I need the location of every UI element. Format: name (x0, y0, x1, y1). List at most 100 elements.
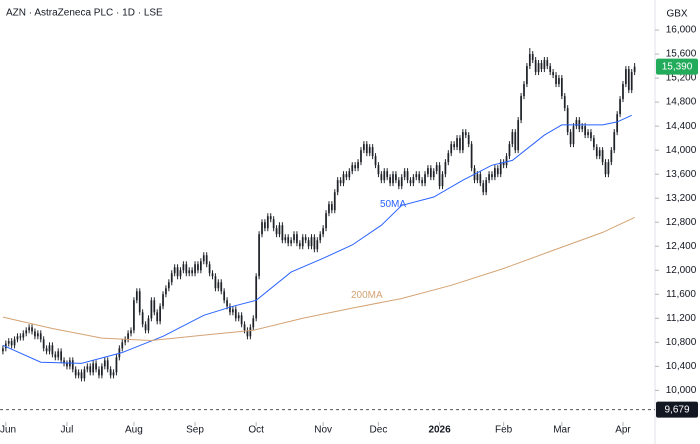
candle-body (424, 174, 426, 184)
x-tick-label: Feb (495, 425, 513, 436)
candle-body (453, 144, 456, 148)
candle-body (133, 300, 135, 331)
candle-body (34, 331, 36, 337)
candle-body (470, 144, 473, 169)
candle-body (229, 306, 231, 313)
x-tick-label: Mar (553, 425, 571, 436)
candle-body (45, 348, 48, 352)
candle-body (31, 327, 33, 332)
x-tick-label: Jul (61, 425, 74, 436)
candle-body (627, 69, 630, 91)
candle-body (246, 330, 249, 337)
candle-body (397, 180, 400, 187)
candle-body (25, 330, 28, 334)
candle-body (592, 138, 595, 148)
candle-body (429, 168, 432, 178)
candle-body (354, 165, 357, 169)
candle-body (28, 327, 30, 331)
candle-body (555, 75, 557, 85)
candle-body (409, 180, 412, 184)
candle-body (106, 360, 109, 370)
candle-body (386, 171, 389, 178)
candle-body (39, 333, 42, 340)
candle-body (438, 165, 441, 187)
candle-body (325, 213, 327, 229)
candle-body (208, 264, 211, 274)
candle-body (383, 171, 386, 181)
candle-body (488, 174, 490, 181)
candle-body (604, 162, 607, 175)
candle-body (170, 273, 173, 283)
candle-body (223, 291, 226, 301)
last-price-label: 15,390 (662, 61, 693, 72)
candle-body (514, 132, 517, 151)
candle-body (494, 168, 496, 178)
candle-body (380, 174, 383, 181)
candle-body (22, 333, 25, 338)
candle-body (392, 174, 394, 184)
candle-body (103, 360, 106, 367)
candle-body (191, 270, 194, 274)
candle-body (121, 342, 124, 349)
candle-body (234, 309, 237, 319)
candle-body (266, 216, 269, 229)
candle-body (275, 228, 278, 235)
candle-body (261, 222, 263, 235)
candle-body (205, 255, 208, 265)
candle-body (298, 243, 301, 247)
candle-body (284, 237, 287, 241)
candle-body (336, 180, 339, 193)
x-tick-label: Nov (314, 425, 332, 436)
candle-body (159, 306, 161, 322)
candle-body (165, 288, 167, 295)
candle-body (258, 234, 260, 277)
candle-body (526, 66, 528, 85)
candle-body (461, 132, 464, 151)
candle-body (511, 132, 514, 145)
candle-body (630, 72, 633, 91)
candle-body (377, 165, 380, 175)
candle-body (499, 162, 502, 175)
y-tick-label: 15,200 (666, 73, 697, 84)
candle-body (546, 60, 549, 67)
candle-body (202, 255, 205, 262)
candle-body (281, 225, 284, 241)
candle-body (2, 348, 4, 352)
candle-body (4, 343, 7, 349)
candle-body (363, 144, 365, 151)
candle-body (447, 153, 450, 163)
candle-body (459, 138, 461, 151)
candle-body (10, 341, 13, 346)
candle-body (249, 327, 252, 337)
candle-body (485, 180, 488, 193)
candle-body (16, 336, 19, 340)
candle-body (296, 234, 298, 244)
candle-body (130, 330, 132, 334)
candle-body (575, 120, 578, 127)
y-tick-label: 13,200 (666, 193, 697, 204)
candle-body (173, 267, 176, 274)
candle-body (199, 261, 202, 271)
candle-body (581, 126, 584, 130)
candle-body (450, 144, 453, 154)
series-label: 50MA (380, 199, 406, 210)
candle-body (328, 204, 330, 214)
candle-body (278, 225, 281, 235)
candle-body (109, 369, 112, 376)
candle-body (92, 363, 95, 373)
candle-body (101, 366, 103, 376)
candle-body (57, 351, 60, 358)
candle-body (19, 336, 22, 338)
y-tick-label: 15,600 (666, 49, 697, 60)
candle-body (389, 177, 391, 184)
candle-body (310, 237, 313, 247)
candle-body (124, 339, 127, 343)
candle-body (415, 174, 418, 178)
candle-body (217, 282, 220, 289)
candle-body (357, 162, 359, 169)
candle-body (63, 360, 65, 364)
candle-body (549, 66, 552, 73)
candle-body (543, 60, 546, 70)
candle-body (98, 369, 100, 376)
